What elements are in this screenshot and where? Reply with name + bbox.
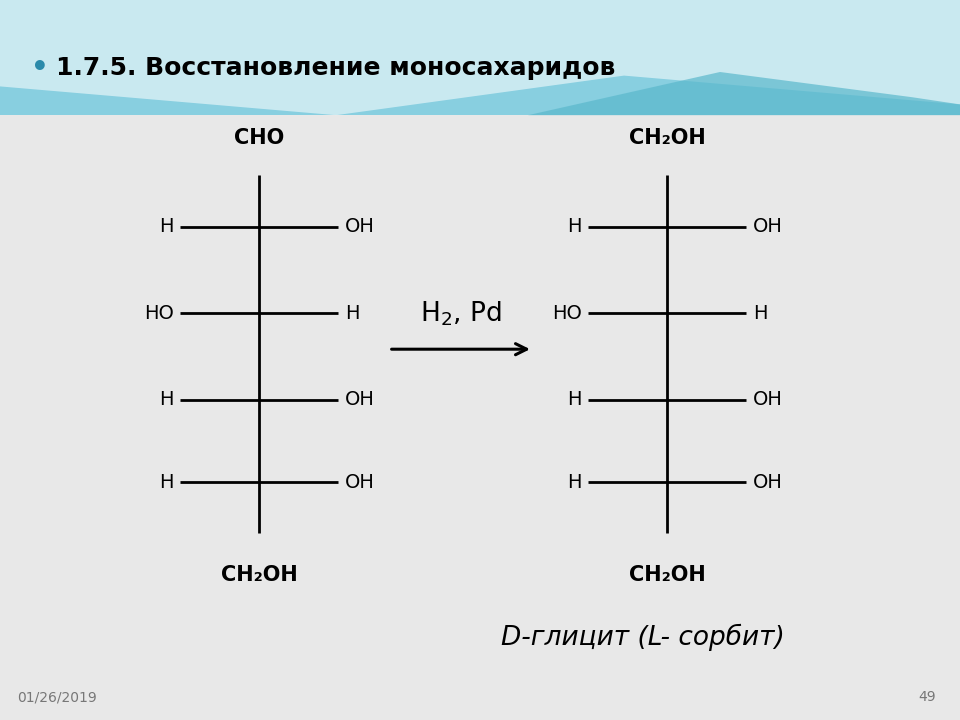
Text: H: H <box>159 217 174 236</box>
Text: H: H <box>753 304 767 323</box>
Polygon shape <box>0 0 960 115</box>
Polygon shape <box>0 0 960 115</box>
Text: H: H <box>567 473 582 492</box>
Text: H$_2$, Pd: H$_2$, Pd <box>420 299 502 328</box>
Text: D-глицит (L- сорбит): D-глицит (L- сорбит) <box>501 624 785 651</box>
Text: HO: HO <box>552 304 582 323</box>
Text: H: H <box>345 304 359 323</box>
Text: CH₂OH: CH₂OH <box>629 565 706 585</box>
Text: 1.7.5. Восстановление моносахаридов: 1.7.5. Восстановление моносахаридов <box>56 56 615 81</box>
Text: H: H <box>159 473 174 492</box>
Text: OH: OH <box>753 217 782 236</box>
Polygon shape <box>528 72 960 115</box>
Text: 01/26/2019: 01/26/2019 <box>17 690 97 704</box>
Text: H: H <box>567 217 582 236</box>
Text: OH: OH <box>345 390 374 409</box>
Text: H: H <box>159 390 174 409</box>
Text: HO: HO <box>144 304 174 323</box>
Text: CHO: CHO <box>234 127 284 148</box>
Text: OH: OH <box>345 473 374 492</box>
Text: OH: OH <box>345 217 374 236</box>
Text: CH₂OH: CH₂OH <box>629 127 706 148</box>
Polygon shape <box>0 115 960 720</box>
Text: CH₂OH: CH₂OH <box>221 565 298 585</box>
Text: 49: 49 <box>919 690 936 704</box>
Text: OH: OH <box>753 473 782 492</box>
Text: •: • <box>31 55 48 82</box>
Text: H: H <box>567 390 582 409</box>
Text: OH: OH <box>753 390 782 409</box>
